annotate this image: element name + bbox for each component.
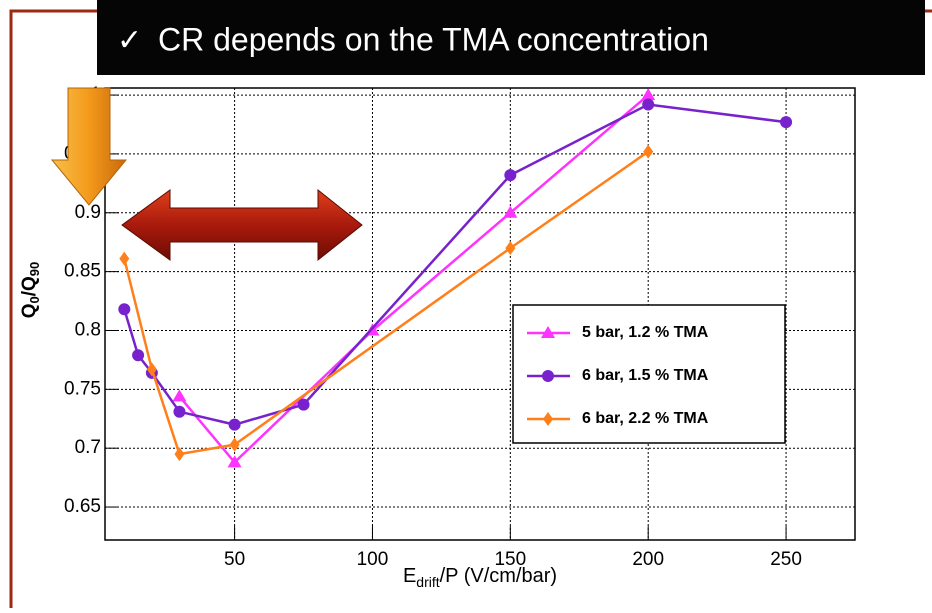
data-point [642,98,655,111]
legend-marker [543,412,553,426]
y-axis-label: Q0/Q90 [19,262,42,319]
data-point [132,349,145,362]
down-arrow [50,87,128,206]
x-tick-label: 100 [357,549,389,570]
legend-marker [541,326,555,338]
x-axis-label-part: /P (V/cm/bar) [440,565,557,587]
data-point [118,303,131,316]
legend-label: 6 bar, 2.2 % TMA [582,410,709,427]
data-point [228,418,241,431]
data-point [503,205,518,218]
data-point [173,405,186,418]
legend-label: 5 bar, 1.2 % TMA [582,324,709,341]
x-axis-label: Edrift/P (V/cm/bar) [403,565,557,589]
y-axis-label-part: 90 [27,262,42,276]
data-point [504,169,517,182]
legend: 5 bar, 1.2 % TMA 6 bar, 1.5 % TMA 6 bar, 2… [512,304,786,444]
x-axis-label-part: drift [416,574,439,590]
data-point [227,455,242,468]
data-point [119,251,130,266]
headline-banner [97,0,925,75]
double-arrow [121,188,363,262]
y-tick-label: 0.85 [64,261,101,282]
data-point [172,389,187,402]
y-tick-label: 0.65 [64,496,101,517]
y-tick-label: 0.7 [75,437,101,458]
y-axis-label-part: /Q [19,276,40,296]
series-line [123,150,649,456]
data-point [780,116,793,129]
data-point [641,88,656,101]
data-point [505,241,516,256]
x-tick-label: 250 [770,549,802,570]
headline: CR depends on the TMA concentration [158,21,709,57]
x-tick-label: 200 [632,549,664,570]
legend-marker [542,370,554,382]
data-point [297,398,310,411]
x-axis-label-part: E [403,565,416,587]
y-axis-label-part: 0 [27,296,42,303]
check-mark: ✓ [117,24,142,57]
y-axis-label-part: Q [19,303,40,318]
x-tick-label: 50 [224,549,245,570]
x-tick-label: 150 [494,549,526,570]
data-point [174,447,185,462]
y-tick-label: 0.8 [75,319,101,340]
data-point [643,144,654,159]
data-point [146,362,157,377]
legend-label: 6 bar, 1.5 % TMA [582,367,709,384]
y-tick-label: 0.9 [75,202,101,223]
y-tick-label: 0.75 [64,378,101,399]
data-point [229,437,240,452]
